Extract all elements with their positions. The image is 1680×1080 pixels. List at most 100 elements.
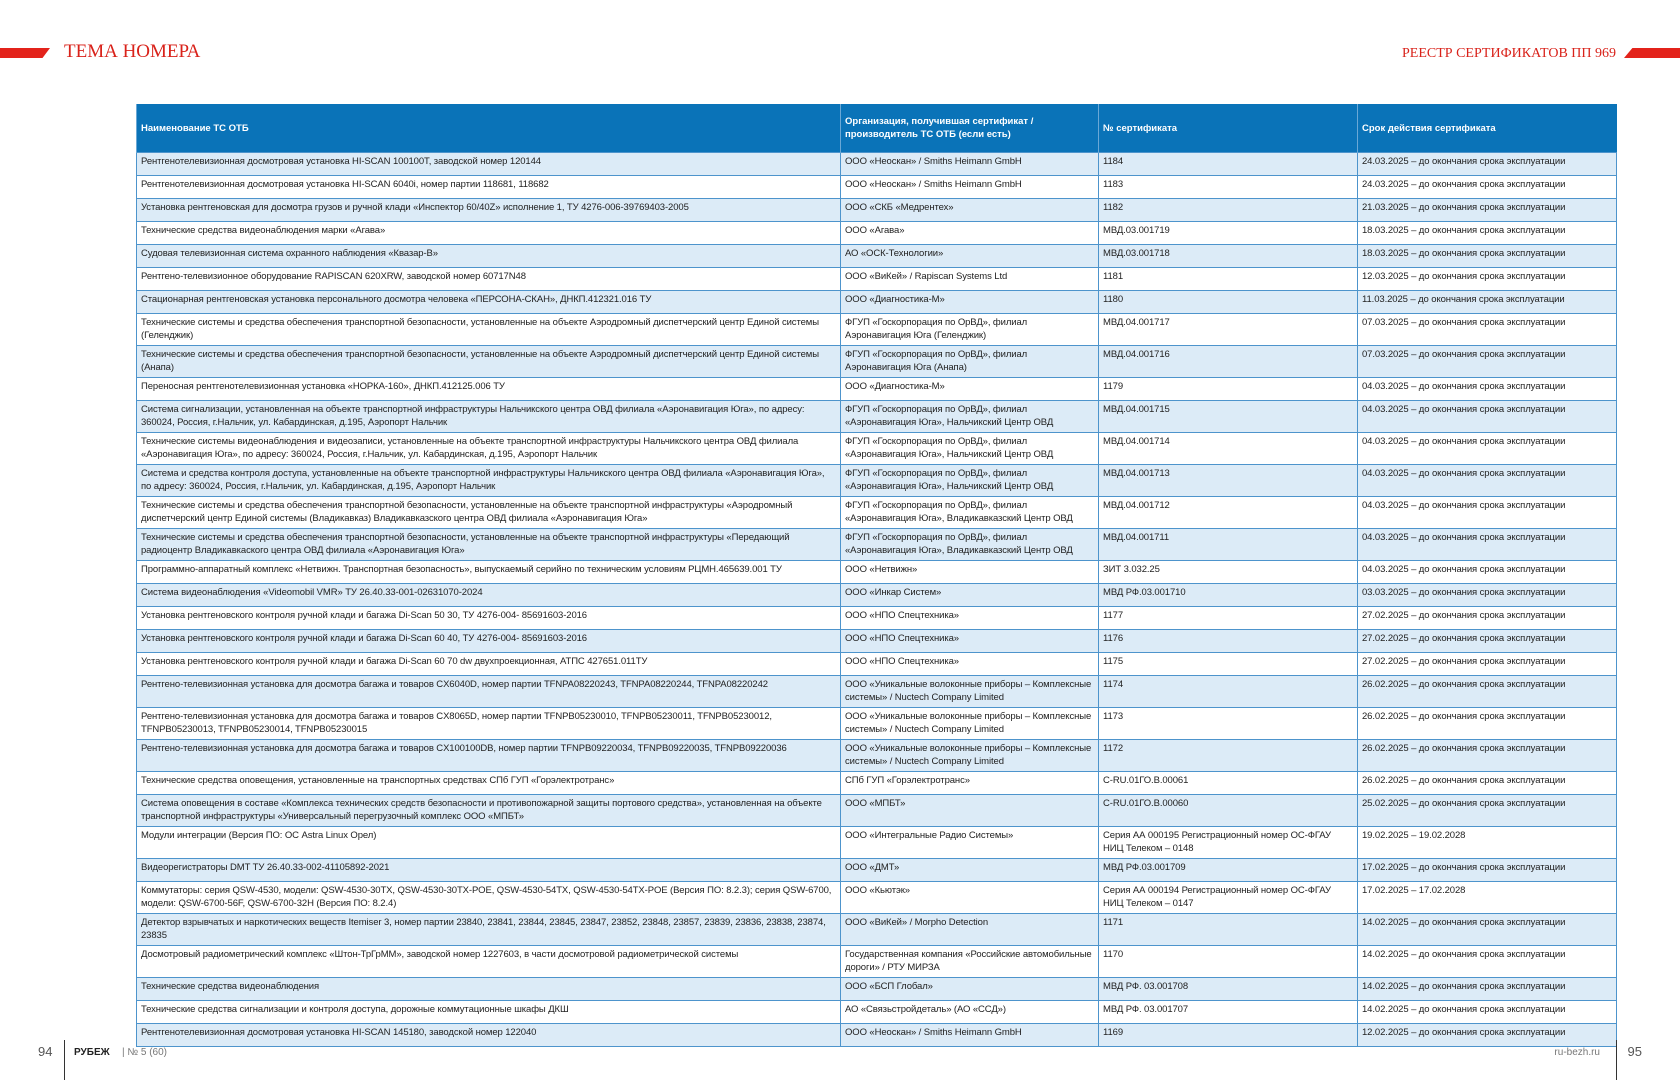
table-row: Технические системы и средства обеспечен… (136, 528, 1617, 561)
table-cell: МВД.04.001716 (1098, 345, 1358, 378)
table-cell: Рентгенотелевизионная досмотровая устано… (136, 1023, 841, 1047)
table-cell: 14.02.2025 – до окончания срока эксплуат… (1357, 977, 1617, 1001)
table-cell: МВД РФ. 03.001708 (1098, 977, 1358, 1001)
table-row: Технические средства сигнализации и конт… (136, 1000, 1617, 1024)
page-number: 95 (1627, 1044, 1642, 1059)
table-cell: Рентгено-телевизионное оборудование RAPI… (136, 267, 841, 291)
table-cell: 17.02.2025 – 17.02.2028 (1357, 881, 1617, 914)
accent-bar (0, 48, 50, 58)
table-row: Система видеонаблюдения «Videomobil VMR»… (136, 583, 1617, 607)
table-cell: 24.03.2025 – до окончания срока эксплуат… (1357, 152, 1617, 176)
table-cell: 04.03.2025 – до окончания срока эксплуат… (1357, 464, 1617, 497)
table-cell: Модули интеграции (Версия ПО: ОС Astra L… (136, 826, 841, 859)
accent-bar (1624, 48, 1680, 58)
table-cell: ЗИТ 3.032.25 (1098, 560, 1358, 584)
table-cell: ФГУП «Госкорпорация по ОрВД», филиал «Аэ… (840, 528, 1099, 561)
table-cell: Судовая телевизионная система охранного … (136, 244, 841, 268)
table-cell: ООО «Уникальные волоконные приборы – Ком… (840, 675, 1099, 708)
column-header: № сертификата (1098, 104, 1358, 153)
table-cell: ООО «Неоскан» / Smiths Heimann GmbH (840, 152, 1099, 176)
table-cell: МВД.04.001712 (1098, 496, 1358, 529)
table-row: Установка рентгеновского контроля ручной… (136, 629, 1617, 653)
table-cell: 1180 (1098, 290, 1358, 314)
table-cell: ФГУП «Госкорпорация по ОрВД», филиал «Аэ… (840, 496, 1099, 529)
table-cell: Установка рентгеновского контроля ручной… (136, 652, 841, 676)
table-cell: МВД.03.001719 (1098, 221, 1358, 245)
table-cell: 27.02.2025 – до окончания срока эксплуат… (1357, 652, 1617, 676)
table-cell: ООО «ВиКей» / Rapiscan Systems Ltd (840, 267, 1099, 291)
table-row: Система оповещения в составе «Комплекса … (136, 794, 1617, 827)
table-cell: Технические системы видеонаблюдения и ви… (136, 432, 841, 465)
table-cell: Технические системы и средства обеспечен… (136, 496, 841, 529)
table-row: Видеорегистраторы DMT ТУ 26.40.33-002-41… (136, 858, 1617, 882)
column-header: Срок действия сертификата (1357, 104, 1617, 153)
table-row: Технические средства видеонаблюдения мар… (136, 221, 1617, 245)
table-cell: 26.02.2025 – до окончания срока эксплуат… (1357, 707, 1617, 740)
table-row: Рентгенотелевизионная досмотровая устано… (136, 1023, 1617, 1047)
table-cell: ООО «Уникальные волоконные приборы – Ком… (840, 707, 1099, 740)
table-cell: Установка рентгеновского контроля ручной… (136, 629, 841, 653)
table-cell: 04.03.2025 – до окончания срока эксплуат… (1357, 560, 1617, 584)
table-cell: 1181 (1098, 267, 1358, 291)
table-row: Рентгенотелевизионная досмотровая устано… (136, 175, 1617, 199)
table-cell: АО «ОСК-Технологии» (840, 244, 1099, 268)
table-cell: Серия АА 000195 Регистрационный номер ОС… (1098, 826, 1358, 859)
page-number: 94 (38, 1044, 53, 1059)
table-row: Технические системы и средства обеспечен… (136, 496, 1617, 529)
table-cell: 1171 (1098, 913, 1358, 946)
table-cell: Рентгенотелевизионная досмотровая устано… (136, 175, 841, 199)
table-cell: МВД.04.001713 (1098, 464, 1358, 497)
table-row: Технические системы и средства обеспечен… (136, 313, 1617, 346)
table-cell: 04.03.2025 – до окончания срока эксплуат… (1357, 432, 1617, 465)
table-cell: 21.03.2025 – до окончания срока эксплуат… (1357, 198, 1617, 222)
table-cell: 12.03.2025 – до окончания срока эксплуат… (1357, 267, 1617, 291)
table-cell: 04.03.2025 – до окончания срока эксплуат… (1357, 496, 1617, 529)
table-row: Переносная рентгенотелевизионная установ… (136, 377, 1617, 401)
table-cell: МВД.04.001717 (1098, 313, 1358, 346)
table-cell: Государственная компания «Российские авт… (840, 945, 1099, 978)
table-cell: МВД.03.001718 (1098, 244, 1358, 268)
table-row: Детектор взрывчатых и наркотических веще… (136, 913, 1617, 946)
table-header: Наименование ТС ОТБ Организация, получивш… (136, 104, 1617, 153)
table-cell: Технические средства сигнализации и конт… (136, 1000, 841, 1024)
table-cell: ООО «ДМТ» (840, 858, 1099, 882)
table-row: Рентгено-телевизионная установка для дос… (136, 675, 1617, 708)
table-cell: 04.03.2025 – до окончания срока эксплуат… (1357, 528, 1617, 561)
table-cell: Детектор взрывчатых и наркотических веще… (136, 913, 841, 946)
table-cell: ФГУП «Госкорпорация по ОрВД», филиал «Аэ… (840, 400, 1099, 433)
table-cell: Технические средства видеонаблюдения мар… (136, 221, 841, 245)
table-row: Модули интеграции (Версия ПО: ОС Astra L… (136, 826, 1617, 859)
table-cell: МВД РФ.03.001709 (1098, 858, 1358, 882)
table-cell: 1174 (1098, 675, 1358, 708)
table-cell: ООО «НПО Спецтехника» (840, 606, 1099, 630)
table-cell: Технические системы и средства обеспечен… (136, 345, 841, 378)
table-cell: Рентгено-телевизионная установка для дос… (136, 675, 841, 708)
table-cell: Стационарная рентгеновская установка пер… (136, 290, 841, 314)
table-cell: 1183 (1098, 175, 1358, 199)
table-cell: ООО «Диагностика-М» (840, 377, 1099, 401)
table-cell: 04.03.2025 – до окончания срока эксплуат… (1357, 377, 1617, 401)
table-cell: Технические системы и средства обеспечен… (136, 528, 841, 561)
table-row: Технические системы и средства обеспечен… (136, 345, 1617, 378)
table-cell: 1169 (1098, 1023, 1358, 1047)
table-cell: 1173 (1098, 707, 1358, 740)
topic-title: РЕЕСТР СЕРТИФИКАТОВ ПП 969 (1402, 46, 1616, 61)
table-cell: ООО «НПО Спецтехника» (840, 652, 1099, 676)
table-cell: МВД.04.001715 (1098, 400, 1358, 433)
table-cell: 26.02.2025 – до окончания срока эксплуат… (1357, 771, 1617, 795)
table-cell: C-RU.01ГО.В.00060 (1098, 794, 1358, 827)
table-cell: Система сигнализации, установленная на о… (136, 400, 841, 433)
table-cell: Серия АА 000194 Регистрационный номер ОС… (1098, 881, 1358, 914)
table-cell: ФГУП «Госкорпорация по ОрВД», филиал «Аэ… (840, 464, 1099, 497)
table-cell: 27.02.2025 – до окончания срока эксплуат… (1357, 629, 1617, 653)
table-cell: ООО «Интегральные Радио Системы» (840, 826, 1099, 859)
issue-number: | № 5 (60) (122, 1047, 168, 1058)
magazine-name: РУБЕЖ (74, 1047, 110, 1058)
table-cell: ООО «Диагностика-М» (840, 290, 1099, 314)
table-cell: ООО «СКБ «Медрентех» (840, 198, 1099, 222)
table-cell: Видеорегистраторы DMT ТУ 26.40.33-002-41… (136, 858, 841, 882)
column-header: Наименование ТС ОТБ (136, 104, 841, 153)
table-cell: ООО «МПБТ» (840, 794, 1099, 827)
table-cell: 27.02.2025 – до окончания срока эксплуат… (1357, 606, 1617, 630)
table-cell: МВД РФ.03.001710 (1098, 583, 1358, 607)
